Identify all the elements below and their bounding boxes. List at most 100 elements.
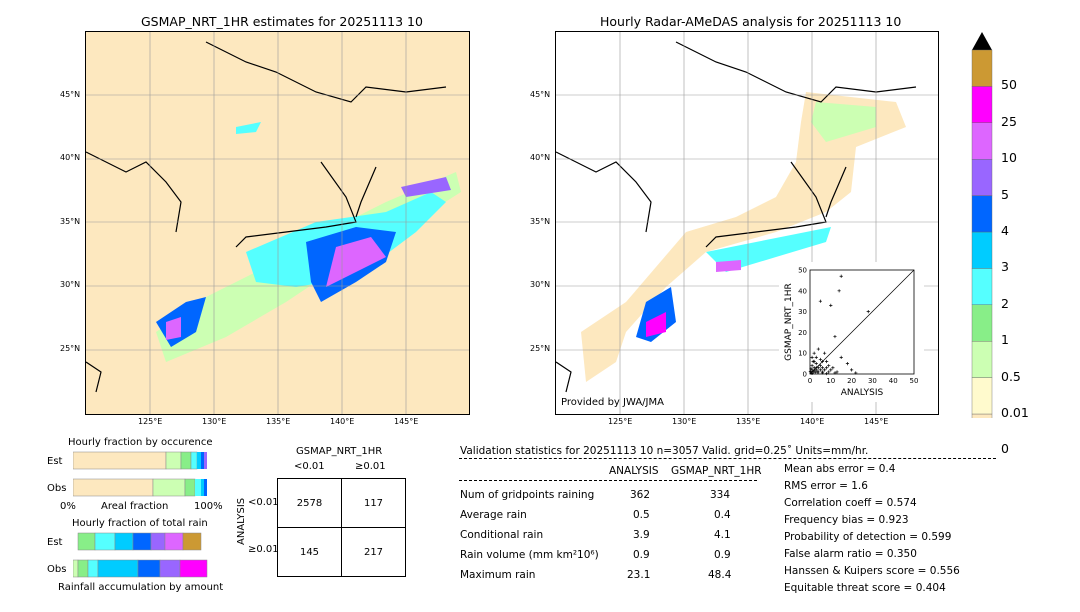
scatter-point	[829, 303, 833, 307]
occurrence-axis-mid: Areal fraction	[101, 501, 169, 512]
colorbar-tick-label: 10	[1001, 150, 1017, 166]
scatter-y-tick: 30	[798, 308, 807, 316]
scatter-point	[818, 299, 822, 303]
contingency-col-label: ≥0.01	[355, 461, 386, 472]
validation-divider	[459, 458, 996, 459]
score-line: Mean abs error = 0.4	[784, 463, 896, 475]
stat-gsmap: 4.1	[714, 529, 731, 541]
lon-label: 145°E	[394, 417, 419, 426]
rain-area-east	[401, 177, 451, 197]
score-line: False alarm ratio = 0.350	[784, 548, 917, 560]
colorbar-tick-label: 0	[1001, 441, 1009, 457]
lon-label: 125°E	[138, 417, 163, 426]
scatter-point	[825, 359, 829, 364]
score-line: RMS error = 1.6	[784, 480, 868, 492]
scatter-point	[822, 368, 827, 372]
total-rain-bars	[73, 532, 208, 578]
contingency-table: 2578 117 145 217	[277, 478, 406, 577]
total-rain-title: Hourly fraction of total rain	[72, 518, 208, 529]
total-rain-footer: Rainfall accumulation by amount	[58, 582, 224, 593]
scatter-point	[820, 359, 825, 364]
scatter-inset: 0 0 10 10 20 20 30 30 40 40 50 50 ANALYSIS GSMAP_NRT_…	[779, 262, 924, 402]
stat-gsmap: 334	[710, 489, 731, 501]
lat-label: 30°N	[60, 280, 81, 289]
scatter-point	[822, 351, 827, 355]
scatter-point	[837, 289, 841, 293]
occurrence-title: Hourly fraction by occurence	[68, 437, 213, 448]
stat-analysis: 23.1	[627, 569, 651, 581]
stat-label: Maximum rain	[460, 569, 536, 581]
scatter-y-tick: 40	[798, 287, 807, 295]
validation-col-analysis: ANALYSIS	[609, 465, 659, 477]
scatter-point	[839, 274, 843, 278]
colorbar-segment	[971, 268, 993, 305]
contingency-cell: 145	[277, 527, 342, 577]
lat-label: 35°N	[60, 217, 81, 226]
colorbar-tick-label: 5	[1001, 186, 1009, 202]
rain-area-north	[236, 122, 261, 134]
score-line: Correlation coeff = 0.574	[784, 497, 917, 509]
scatter-point	[813, 370, 817, 374]
gsmap-map-canvas	[86, 32, 469, 414]
lon-label: 140°E	[800, 417, 825, 426]
lon-label: 125°E	[608, 417, 633, 426]
score-line: Probability of detection = 0.599	[784, 531, 952, 543]
scatter-point	[810, 364, 814, 368]
contingency-row-label: <0.01	[248, 497, 279, 508]
scatter-point	[814, 355, 818, 359]
contingency-col-label: <0.01	[294, 461, 325, 472]
colorbar-tick-label: 2	[1001, 295, 1009, 311]
scatter-point	[809, 367, 813, 371]
colorbar-segment	[971, 122, 993, 160]
scatter-point	[839, 355, 843, 359]
colorbar-segment	[971, 231, 993, 269]
colorbar-segment	[971, 49, 993, 87]
occurrence-row-est: Est	[47, 456, 63, 467]
colorbar-segment	[971, 341, 993, 378]
colorbar-tick-label: 4	[1001, 223, 1009, 238]
scatter-point	[820, 366, 825, 370]
occurrence-axis-left: 0%	[60, 501, 76, 512]
colorbar-segment	[971, 86, 993, 124]
colorbar-tick-label: 25	[1001, 113, 1017, 129]
scatter-point	[818, 357, 822, 362]
left-map-title: GSMAP_NRT_1HR estimates for 20251113 10	[141, 14, 423, 29]
scatter-point	[854, 371, 858, 375]
coastline	[556, 41, 917, 393]
validation-header: Validation statistics for 20251113 10 n=…	[460, 445, 869, 457]
stat-gsmap: 0.9	[714, 549, 731, 561]
stat-analysis: 3.9	[633, 529, 650, 541]
scatter-ylabel: GSMAP_NRT_1HR	[784, 283, 794, 361]
scatter-point	[829, 368, 833, 372]
colorbar	[971, 32, 993, 418]
colorbar-tick-label: 50	[1001, 77, 1017, 93]
radar-rain-central	[716, 260, 741, 272]
colorbar-segment	[971, 195, 993, 233]
lat-label: 30°N	[530, 280, 551, 289]
lon-label: 135°E	[736, 417, 761, 426]
colorbar-segment	[971, 158, 993, 196]
contingency-cell: 117	[341, 478, 406, 528]
score-line: Equitable threat score = 0.404	[784, 582, 946, 594]
colorbar-tick-label: 0.5	[1001, 368, 1021, 384]
lat-label: 35°N	[530, 217, 551, 226]
lon-label: 135°E	[266, 417, 291, 426]
scatter-plot: 00 10 10 20 20 30 30 40 40 50 50 ANALYSIS GSMAP_NRT_…	[784, 267, 918, 399]
validation-col-gsmap: GSMAP_NRT_1HR	[671, 465, 762, 477]
coastline	[86, 41, 447, 393]
total-rain-row-obs: Obs	[47, 564, 67, 575]
scatter-x-tick: 20	[847, 377, 856, 385]
stat-analysis: 0.5	[633, 509, 650, 521]
scatter-y-tick: 50	[798, 267, 807, 275]
scatter-point	[814, 362, 818, 366]
lat-label: 25°N	[530, 344, 551, 353]
stat-gsmap: 0.4	[714, 509, 731, 521]
stat-analysis: 0.9	[633, 549, 650, 561]
scatter-identity-line	[809, 269, 915, 375]
scatter-point	[814, 366, 818, 370]
stat-label: Conditional rain	[460, 529, 544, 541]
lon-label: 130°E	[672, 417, 697, 426]
scatter-point	[827, 364, 831, 368]
scatter-point	[845, 362, 850, 366]
contingency-cell: 217	[341, 527, 406, 577]
